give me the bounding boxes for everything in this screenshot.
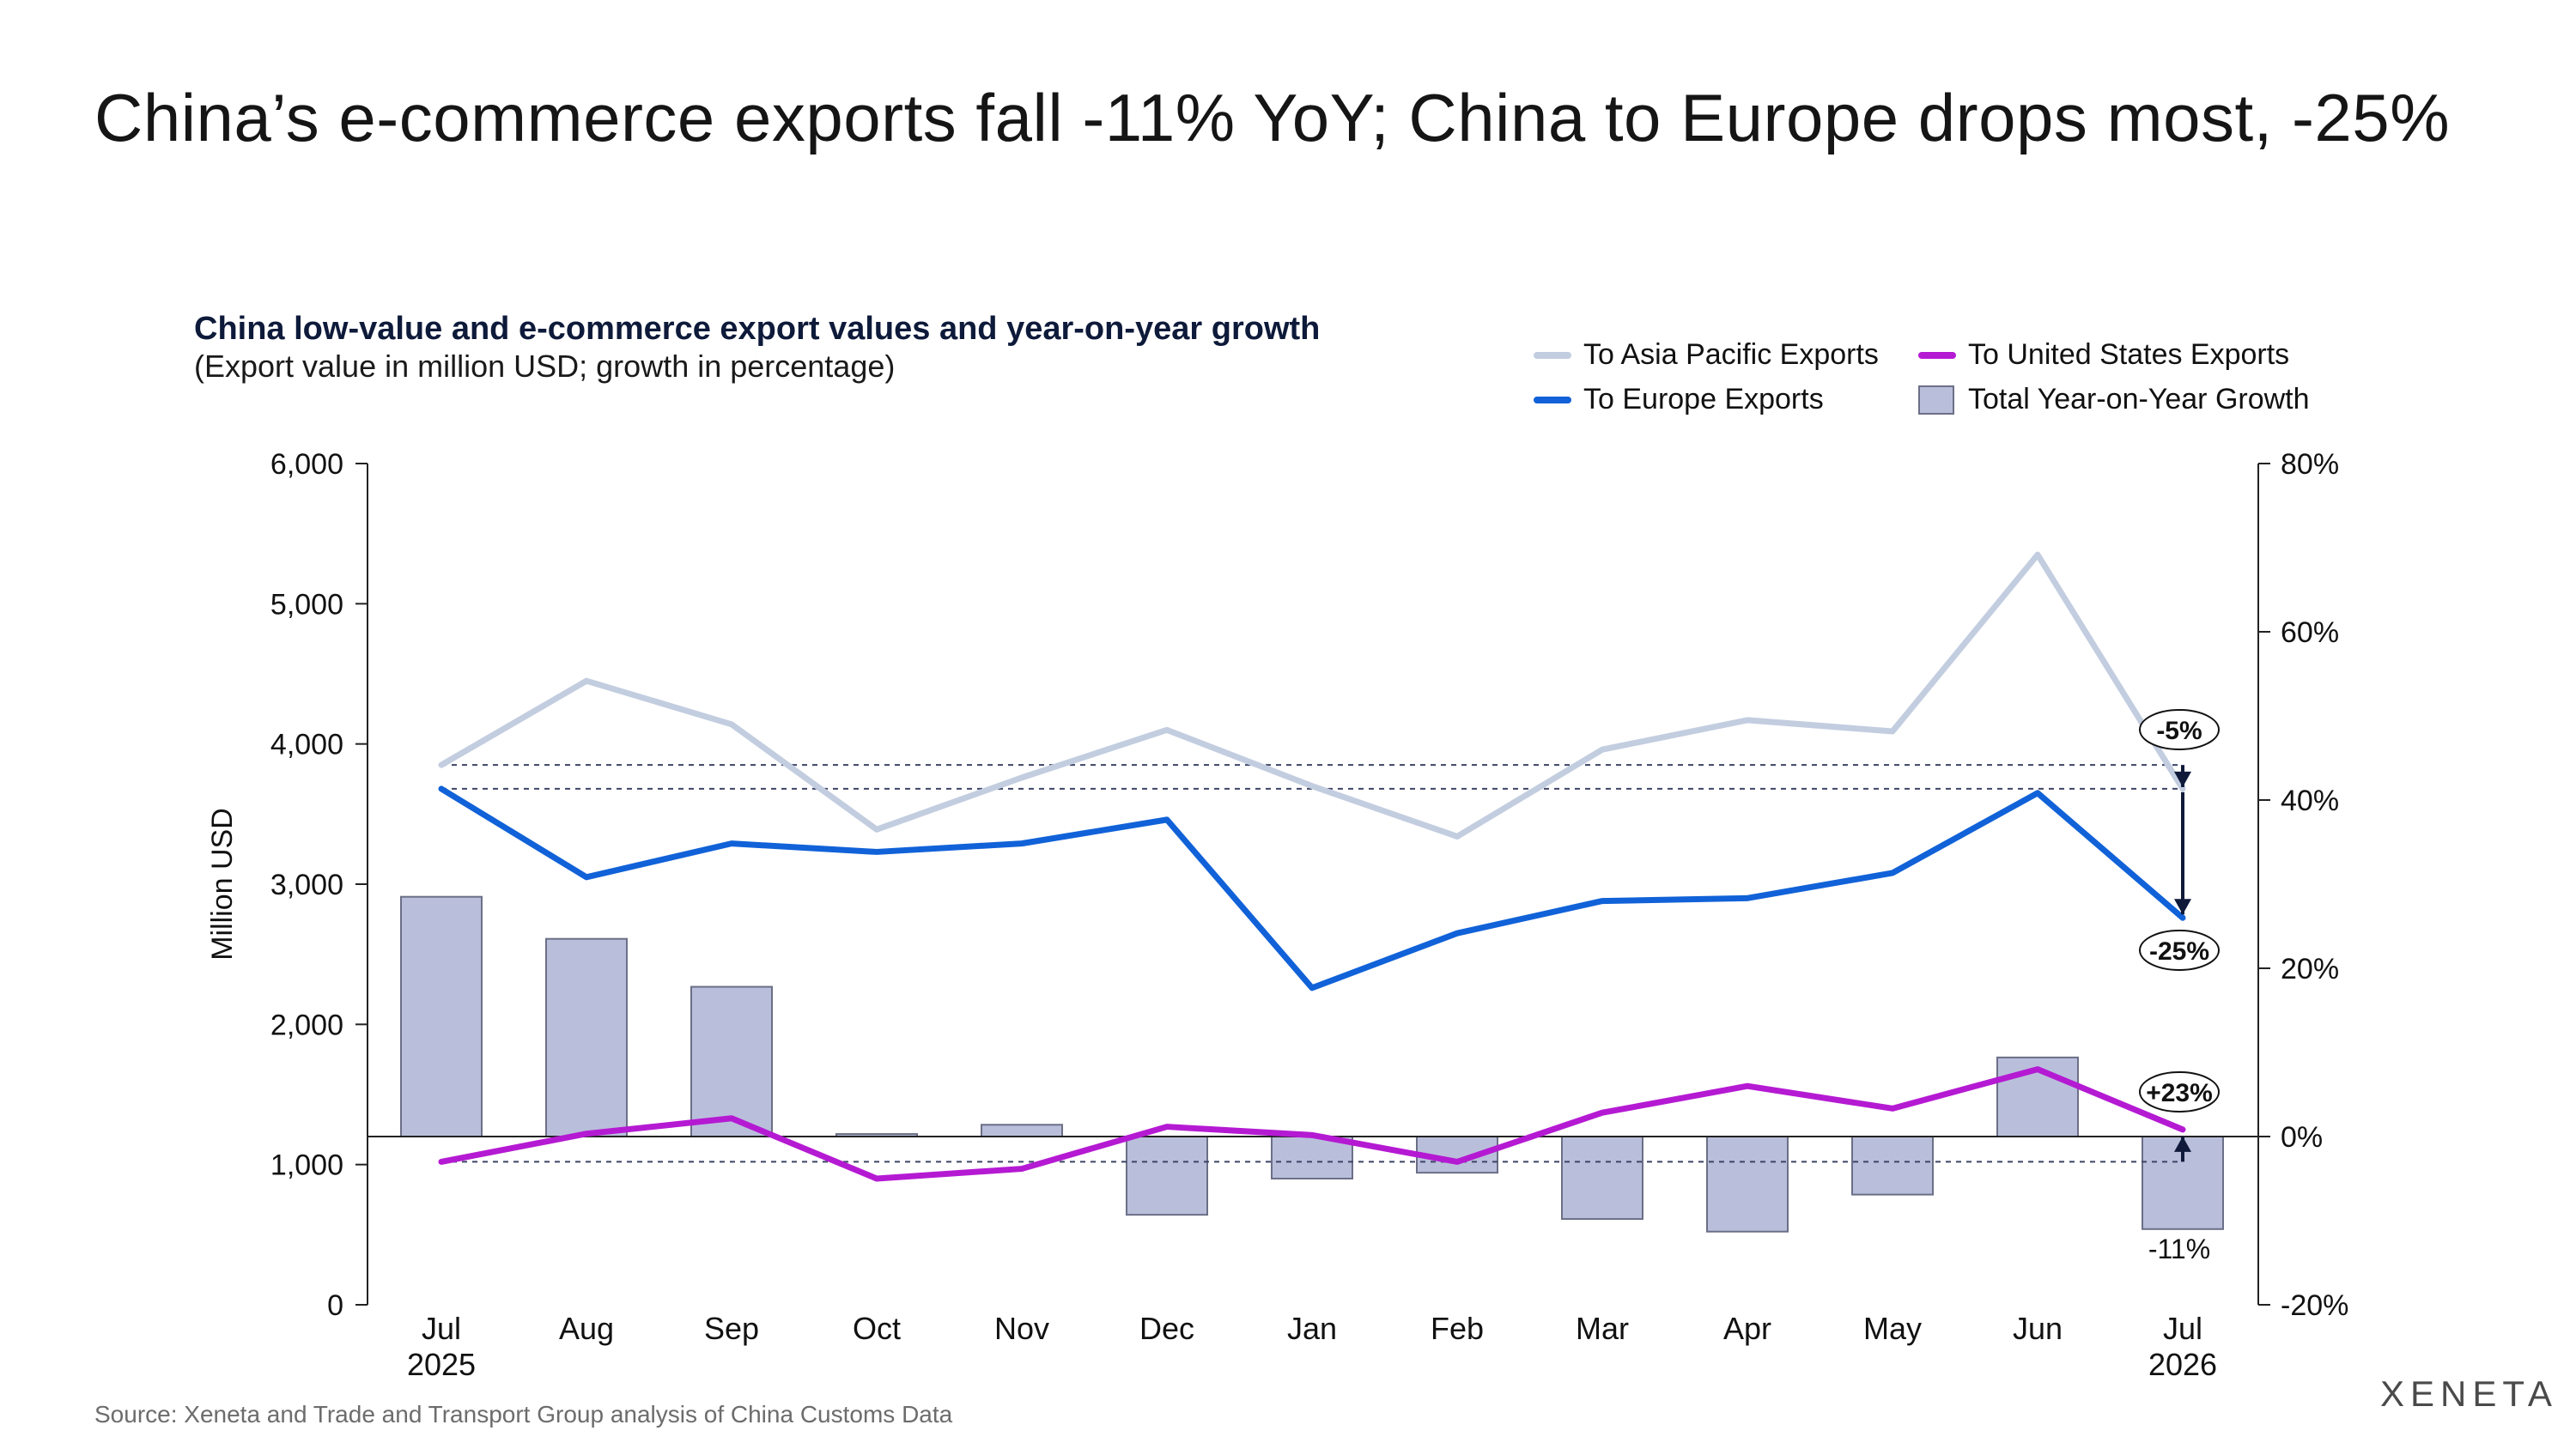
right-axis-tick-label: 60%	[2281, 616, 2339, 649]
annotation-europe-oval	[2139, 930, 2220, 971]
xeneta-logo: XENETA	[2380, 1373, 2558, 1414]
annotations-layer: -5% -25% +23% -11%	[2139, 709, 2220, 1264]
bar-growth	[981, 1124, 1063, 1138]
line-series-europe	[438, 785, 2186, 991]
annotation-asia-oval	[2139, 709, 2220, 750]
x-axis-tick-label: Dec	[1139, 1311, 1194, 1346]
legend-swatch-asia	[1534, 351, 1571, 359]
right-axis-tick-label: 0%	[2281, 1121, 2323, 1154]
annotation-us: +23%	[2146, 1079, 2213, 1107]
x-axis-tick-label: Mar	[1576, 1311, 1629, 1346]
source-note: Source: Xeneta and Trade and Transport G…	[94, 1401, 953, 1428]
bar-growth	[1561, 1136, 1643, 1221]
axes-layer: 0 1,000 2,000 3,000 4,000 5,000 6,000 -20% 0% 20%…	[206, 448, 2348, 1382]
bar-growth	[690, 985, 773, 1138]
bars-layer	[400, 895, 2224, 1233]
left-axis-tick-label: 4,000	[270, 729, 343, 761]
arrow-europe-head	[2174, 899, 2191, 915]
right-axis-tick-label: 40%	[2281, 785, 2339, 817]
annotation-europe: -25%	[2149, 937, 2209, 966]
lines-layer	[438, 551, 2186, 1182]
right-axis-tick-label: 20%	[2281, 953, 2339, 985]
legend-item-growth: Total Year-on-Year Growth	[1918, 383, 2310, 416]
legend-label-asia: To Asia Pacific Exports	[1583, 338, 1879, 371]
annotation-growth: -11%	[2148, 1234, 2210, 1264]
bar-growth	[1851, 1136, 1934, 1196]
left-axis-tick-label: 3,000	[270, 869, 343, 901]
line-series-us	[438, 1066, 2186, 1182]
right-axis-tick-label: 80%	[2281, 448, 2339, 481]
bar-growth	[545, 937, 628, 1137]
line-series-asia	[438, 551, 2186, 840]
legend-swatch-growth	[1918, 385, 1954, 415]
bar-growth	[400, 895, 483, 1137]
bar-growth	[1271, 1136, 1353, 1179]
left-axis-tick-label: 5,000	[270, 588, 343, 621]
right-axis-tick-label: -20%	[2281, 1289, 2348, 1322]
x-axis-tick-label: Oct	[853, 1311, 901, 1346]
x-axis-tick-label: Sep	[704, 1311, 759, 1346]
x-axis-tick-label: Jul	[2163, 1311, 2202, 1346]
bar-growth	[1706, 1136, 1789, 1233]
left-axis-tick-label: 1,000	[270, 1149, 343, 1182]
annotation-asia: -5%	[2156, 717, 2202, 745]
legend-label-europe: To Europe Exports	[1583, 383, 1824, 415]
left-axis-tick-label: 6,000	[270, 448, 343, 481]
x-axis-tick-label: May	[1863, 1311, 1922, 1346]
legend-swatch-us	[1918, 351, 1956, 359]
x-axis-tick-label: Nov	[994, 1311, 1049, 1346]
x-axis-year-label: 2025	[407, 1347, 476, 1382]
chart-title: China low-value and e-commerce export va…	[194, 311, 1321, 347]
y-axis-title: Million USD	[206, 808, 239, 961]
left-axis-tick-label: 2,000	[270, 1009, 343, 1041]
x-axis-tick-label: Apr	[1723, 1311, 1771, 1346]
bar-growth	[1126, 1136, 1208, 1216]
legend-item-europe: To Europe Exports	[1534, 383, 1824, 416]
x-axis-tick-label: Jun	[2013, 1311, 2063, 1346]
annotation-us-oval	[2139, 1071, 2220, 1113]
x-axis-tick-label: Aug	[559, 1311, 614, 1346]
arrow-us-head	[2174, 1136, 2191, 1152]
chart-subtitle: (Export value in million USD; growth in …	[194, 349, 896, 384]
legend-item-us: To United States Exports	[1918, 338, 2289, 372]
legend-label-us: To United States Exports	[1968, 338, 2290, 371]
page-title: China’s e-commerce exports fall -11% YoY…	[94, 80, 2451, 155]
x-axis-year-label: 2026	[2148, 1347, 2217, 1382]
legend-swatch-europe	[1534, 396, 1571, 403]
legend-item-asia: To Asia Pacific Exports	[1534, 338, 1879, 372]
arrow-asia-head	[2174, 771, 2191, 787]
left-axis-tick-label: 0	[327, 1289, 343, 1322]
x-axis-tick-label: Jan	[1287, 1311, 1337, 1346]
x-axis-tick-label: Feb	[1431, 1311, 1484, 1346]
x-axis-tick-label: Jul	[422, 1311, 461, 1346]
legend-label-growth: Total Year-on-Year Growth	[1968, 383, 2310, 415]
